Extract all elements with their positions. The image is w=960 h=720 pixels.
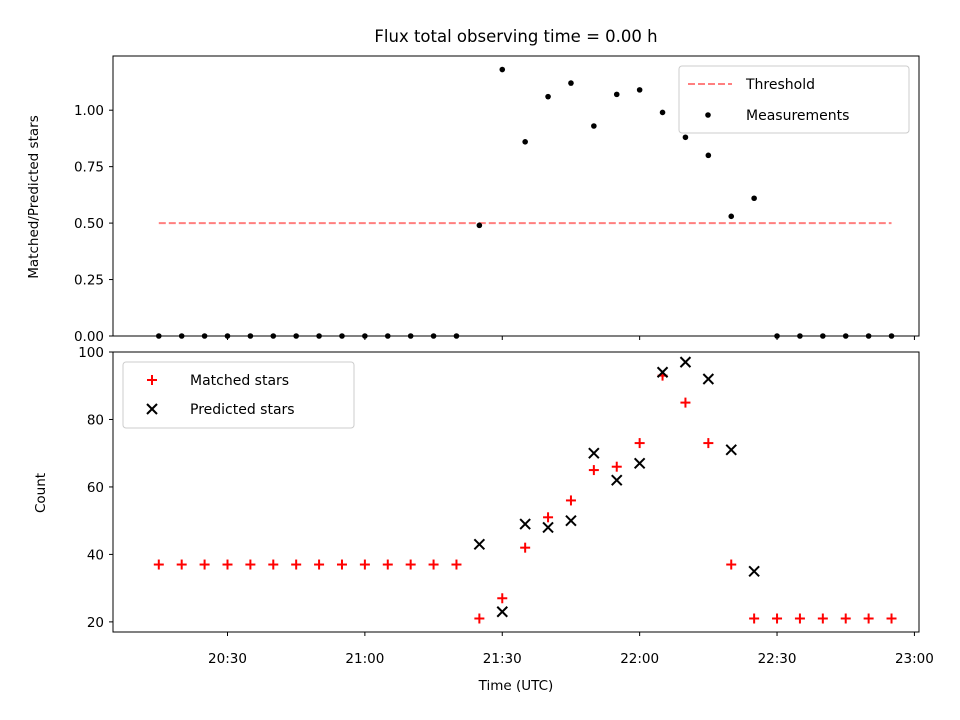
matched-point	[543, 512, 554, 523]
matched-point	[863, 613, 874, 624]
x-tick-label: 20:30	[208, 651, 247, 667]
predicted-point	[748, 565, 760, 577]
predicted-point	[725, 444, 737, 456]
matched-point	[497, 593, 508, 604]
matched-point	[886, 613, 897, 624]
measurement-point	[728, 213, 735, 220]
x-tick-label: 21:30	[483, 651, 522, 667]
bottom-y-tick-label: 100	[78, 345, 104, 361]
matched-point	[153, 559, 164, 570]
top-y-tick-label: 1.00	[74, 103, 104, 119]
predicted-point	[679, 356, 692, 368]
matched-point	[222, 559, 233, 570]
matched-point	[565, 495, 576, 506]
measurement-point	[659, 109, 666, 116]
bottom-y-tick-label: 60	[87, 480, 104, 496]
predicted-point	[588, 447, 600, 459]
measurement-point	[751, 195, 757, 202]
figure-title: Flux total observing time = 0.00 h	[374, 27, 657, 46]
top-plot-frame	[112, 55, 920, 337]
matched-point	[314, 559, 325, 570]
measurement-point	[613, 91, 620, 98]
x-tick-label: 22:30	[758, 651, 797, 667]
measurement-point	[705, 152, 712, 159]
matched-point	[611, 461, 622, 472]
top-panel: Matched/Predicted stars 0.00 0.25 0.50 0.75…	[26, 55, 920, 345]
top-y-ticks: 0.00 0.25 0.50 0.75 1.00	[74, 103, 113, 345]
bottom-legend: Matched stars Predicted stars	[122, 361, 355, 429]
measurement-point	[499, 66, 506, 73]
measurement-point	[682, 134, 689, 141]
predicted-point	[611, 474, 623, 486]
top-x-ticks	[226, 336, 915, 340]
top-y-tick-label: 0.25	[74, 273, 104, 289]
measurement-point	[568, 80, 574, 86]
legend-matched-label: Matched stars	[190, 373, 289, 389]
matched-point	[428, 559, 439, 570]
bottom-y-tick-label: 40	[87, 547, 104, 563]
predicted-point	[519, 518, 531, 530]
matched-point	[817, 613, 828, 624]
matched-point	[520, 542, 531, 553]
predicted-point	[702, 373, 715, 385]
predicted-point	[565, 514, 577, 527]
matched-point	[359, 559, 370, 570]
matched-point	[772, 613, 783, 624]
legend-matched-swatch	[147, 375, 157, 385]
matched-point	[703, 438, 714, 449]
legend-threshold-label: Threshold	[745, 77, 815, 93]
predicted-point	[656, 366, 669, 378]
legend-predicted-label: Predicted stars	[190, 402, 295, 418]
legend-measurements-swatch	[705, 112, 711, 118]
matched-point	[634, 438, 645, 449]
bottom-plot-frame	[112, 351, 920, 633]
matched-point	[749, 613, 760, 624]
measurement-point	[522, 139, 528, 145]
matched-point	[680, 397, 691, 408]
x-tick-label: 21:00	[345, 651, 384, 667]
matched-point	[726, 559, 737, 570]
predicted-point	[496, 606, 508, 618]
bottom-x-ticks: 20:30 21:00 21:30 22:00 22:30 23:00	[208, 632, 934, 667]
top-legend: Threshold Measurements	[678, 65, 910, 134]
bottom-y-tick-label: 80	[87, 412, 104, 428]
top-y-tick-label: 0.75	[74, 160, 104, 176]
x-axis-label: Time (UTC)	[478, 678, 554, 694]
matched-point	[382, 559, 393, 570]
matched-point	[245, 559, 256, 570]
predicted-point	[473, 538, 486, 550]
matched-point	[199, 559, 210, 570]
matched-point	[474, 613, 485, 624]
bottom-y-tick-label: 20	[87, 615, 104, 631]
bottom-legend-box	[122, 361, 355, 429]
matched-point	[588, 465, 599, 476]
bottom-y-axis-label: Count	[33, 473, 49, 513]
top-y-tick-label: 0.50	[74, 216, 104, 232]
x-tick-label: 22:00	[620, 651, 659, 667]
top-y-tick-label: 0.00	[74, 329, 104, 345]
matched-point	[176, 559, 187, 570]
matched-point	[291, 559, 302, 570]
bottom-panel: Count 20 40 60 80 100 20:30 21:00 21:30 22:00 22…	[33, 345, 934, 694]
predicted-point	[633, 457, 646, 470]
legend-measurements-label: Measurements	[746, 108, 849, 124]
matched-point	[336, 559, 347, 570]
matched-point	[405, 559, 416, 570]
measurement-point	[476, 222, 483, 229]
bottom-y-ticks: 20 40 60 80 100	[78, 345, 113, 631]
x-tick-label: 23:00	[895, 651, 934, 667]
measurement-point	[545, 93, 551, 100]
matched-point	[794, 613, 805, 624]
predicted-point	[542, 521, 554, 534]
top-legend-box	[678, 65, 910, 134]
matched-point	[268, 559, 279, 570]
legend-predicted-swatch	[146, 403, 158, 415]
top-y-axis-label: Matched/Predicted stars	[26, 115, 42, 278]
bottom-plot-area	[153, 356, 897, 624]
measurement-point	[591, 123, 597, 129]
measurement-point	[636, 87, 643, 93]
matched-point	[840, 613, 851, 624]
matched-point	[451, 559, 462, 570]
